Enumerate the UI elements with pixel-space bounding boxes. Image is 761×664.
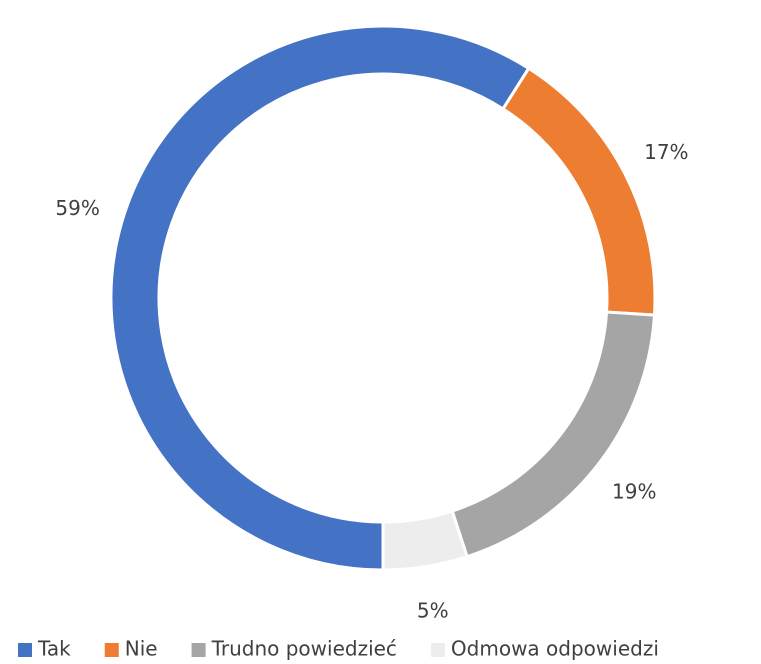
slice: [450, 310, 657, 559]
data-label: 5%: [417, 599, 449, 623]
legend-label: Nie: [125, 637, 158, 661]
legend-marker: [104, 643, 119, 657]
legend-label: Odmowa odpowiedzi: [451, 637, 659, 661]
slice: [109, 24, 531, 572]
legend-label: Trudno powiedzieć: [211, 637, 397, 661]
data-label: 19%: [612, 479, 656, 503]
legend-marker: [18, 643, 32, 657]
data-label: 17%: [644, 140, 688, 164]
legend-marker: [430, 643, 445, 657]
slice: [500, 66, 657, 317]
legend-label: Tak: [37, 637, 71, 661]
data-label: 59%: [55, 196, 99, 220]
slice: [381, 509, 469, 572]
legend-marker: [191, 643, 206, 657]
